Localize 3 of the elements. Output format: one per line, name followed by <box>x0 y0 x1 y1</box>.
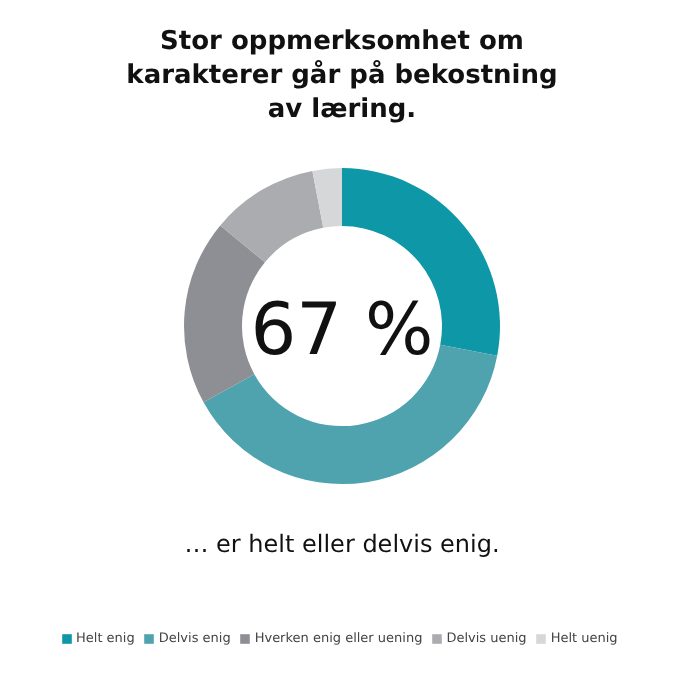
text: … er helt eller delvis enig. <box>184 530 500 559</box>
chart-title: Stor oppmerksomhet om karakterer går på bekostning av læring. <box>126 26 558 126</box>
text: 67 % <box>250 289 434 372</box>
